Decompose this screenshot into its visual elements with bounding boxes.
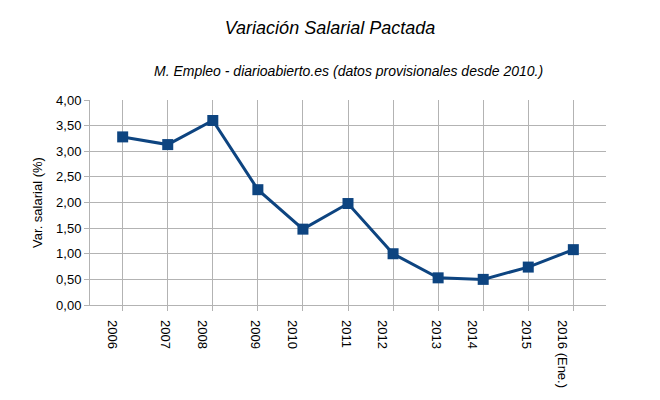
svg-text:3,50: 3,50 bbox=[56, 118, 81, 133]
svg-text:0,00: 0,00 bbox=[56, 298, 81, 313]
svg-text:2010: 2010 bbox=[285, 320, 300, 349]
svg-text:2012: 2012 bbox=[375, 320, 390, 349]
svg-text:1,00: 1,00 bbox=[56, 246, 81, 261]
svg-text:2011: 2011 bbox=[339, 320, 354, 348]
svg-text:4,00: 4,00 bbox=[56, 93, 81, 108]
svg-text:Var. salarial (%): Var. salarial (%) bbox=[30, 157, 45, 248]
svg-text:2007: 2007 bbox=[158, 320, 173, 349]
svg-text:2,50: 2,50 bbox=[56, 169, 81, 184]
svg-text:Variación Salarial Pactada: Variación Salarial Pactada bbox=[225, 18, 435, 38]
svg-text:2008: 2008 bbox=[195, 320, 210, 349]
svg-text:2016 (Ene.): 2016 (Ene.) bbox=[555, 320, 570, 388]
svg-text:1,50: 1,50 bbox=[56, 221, 81, 236]
svg-text:2006: 2006 bbox=[105, 320, 120, 349]
svg-text:M. Empleo - diarioabierto.es (: M. Empleo - diarioabierto.es (datos prov… bbox=[154, 63, 543, 79]
svg-text:2015: 2015 bbox=[519, 320, 534, 349]
svg-text:0,50: 0,50 bbox=[56, 272, 81, 287]
svg-text:2014: 2014 bbox=[465, 320, 480, 349]
svg-text:2013: 2013 bbox=[429, 320, 444, 349]
svg-text:3,00: 3,00 bbox=[56, 144, 81, 159]
svg-text:2,00: 2,00 bbox=[56, 195, 81, 210]
svg-text:2009: 2009 bbox=[248, 320, 263, 349]
